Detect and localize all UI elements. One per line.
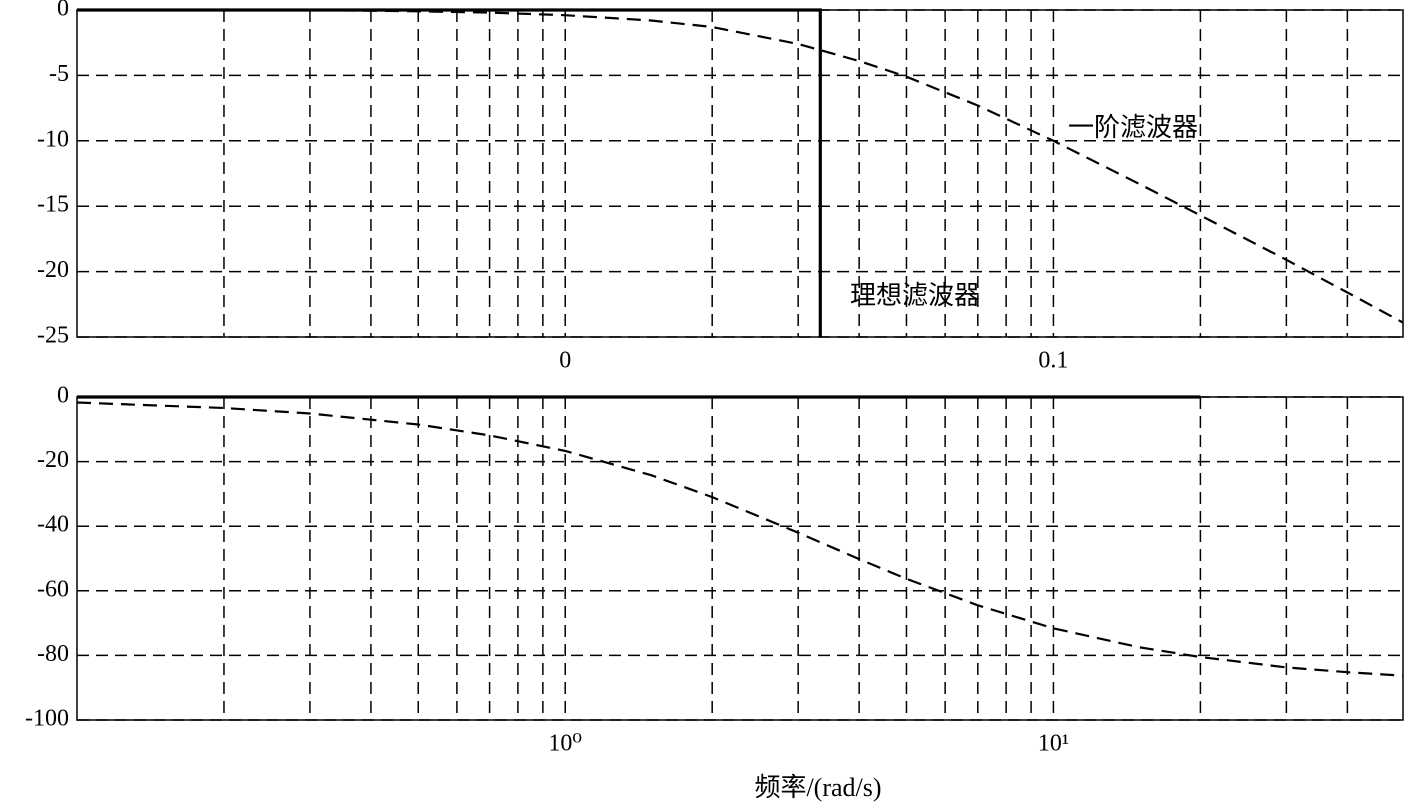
x-tick-label: 0.1 bbox=[1038, 348, 1068, 374]
y-tick-label: -10 bbox=[37, 126, 69, 152]
y-tick-label: -80 bbox=[37, 641, 69, 667]
series-line bbox=[77, 8, 1404, 324]
y-tick-label: -60 bbox=[37, 576, 69, 602]
x-axis-label: 频率/(rad/s) bbox=[754, 773, 881, 802]
x-tick-label: 10⁰ bbox=[548, 731, 582, 757]
annotation: 一阶滤波器 bbox=[1068, 113, 1198, 142]
plot-frame bbox=[76, 9, 1404, 338]
x-tick-label: 10¹ bbox=[1038, 731, 1069, 757]
y-tick-label: -100 bbox=[25, 706, 69, 732]
annotation: 理想滤波器 bbox=[850, 281, 980, 310]
plot-frame bbox=[76, 396, 1404, 721]
x-tick-label: 0 bbox=[559, 348, 571, 374]
y-tick-label: -25 bbox=[37, 323, 69, 349]
y-tick-label: -40 bbox=[37, 512, 69, 538]
series-line bbox=[77, 8, 822, 337]
y-tick-label: -20 bbox=[37, 447, 69, 473]
y-tick-label: 0 bbox=[57, 383, 69, 409]
y-tick-label: -20 bbox=[37, 257, 69, 283]
series-line bbox=[76, 401, 1404, 677]
y-tick-label: 0 bbox=[57, 0, 69, 22]
y-tick-label: -5 bbox=[49, 61, 69, 87]
y-tick-label: -15 bbox=[37, 192, 69, 218]
